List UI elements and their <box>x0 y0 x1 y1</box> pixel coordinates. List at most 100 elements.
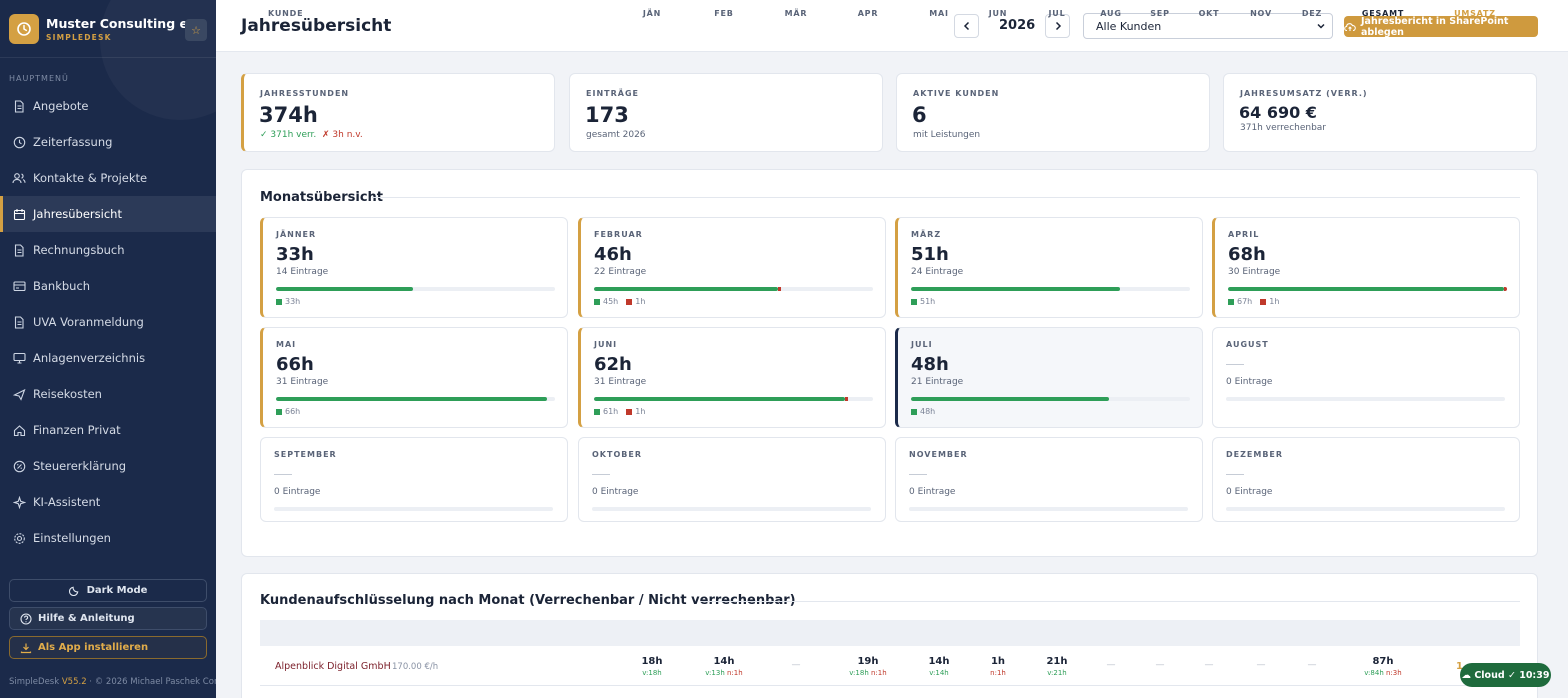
column-header[interactable]: MAI <box>929 9 949 18</box>
sidebar-item-finanzen-privat[interactable]: Finanzen Privat <box>0 412 216 448</box>
month-card[interactable]: AUGUST 0 Eintrage <box>1212 327 1520 428</box>
cell-empty: — <box>791 660 801 670</box>
month-name: JULI <box>911 340 933 349</box>
next-year-button[interactable] <box>1045 14 1070 38</box>
month-card[interactable]: MÄRZ 51h 24 Eintrage 51h <box>895 217 1203 318</box>
month-card[interactable]: FEBRUAR 46h 22 Eintrage 45h 1h <box>578 217 886 318</box>
sharepoint-report-button[interactable]: Jahresbericht in SharePoint ablegen <box>1344 16 1538 38</box>
column-header[interactable]: GESAMT <box>1361 9 1405 18</box>
column-header[interactable]: MÄR <box>784 9 808 18</box>
stat-sub: mit Leistungen <box>913 130 981 140</box>
column-header[interactable]: DEZ <box>1301 9 1323 18</box>
month-cell: — <box>1135 656 1185 670</box>
nonbillable-hours: 1h <box>635 407 646 416</box>
dark-mode-button[interactable]: Dark Mode <box>9 579 207 602</box>
sidebar-item-uva-voranmeldung[interactable]: UVA Voranmeldung <box>0 304 216 340</box>
column-header[interactable]: OKT <box>1198 9 1220 18</box>
month-name: FEBRUAR <box>594 230 643 239</box>
month-entries: 0 Eintrage <box>274 487 321 497</box>
install-app-button[interactable]: Als App installieren <box>9 636 207 659</box>
stat-card-entries: EINTRÄGE 173 gesamt 2026 <box>569 73 883 152</box>
sidebar-item-label: Anlagenverzeichnis <box>33 351 146 365</box>
star-icon[interactable]: ☆ <box>185 19 207 41</box>
sidebar-item-rechnungsbuch[interactable]: Rechnungsbuch <box>0 232 216 268</box>
clock-logo-icon <box>9 14 39 44</box>
column-header[interactable]: NOV <box>1250 9 1272 18</box>
billable-fill <box>276 397 547 401</box>
help-button[interactable]: Hilfe & Anleitung <box>9 607 207 630</box>
cell-billable: v:18h <box>642 669 662 677</box>
gear-icon <box>12 531 26 545</box>
moon-icon <box>69 585 81 597</box>
month-card[interactable]: JÄNNER 33h 14 Eintrage 33h <box>260 217 568 318</box>
monthly-overview-title: Monatsübersicht <box>260 190 384 205</box>
cell-hours: 14h <box>713 656 735 667</box>
column-header[interactable]: AUG <box>1100 9 1122 18</box>
column-header[interactable]: UMSATZ <box>1454 9 1496 18</box>
month-entries: 31 Eintrage <box>594 377 647 387</box>
month-card[interactable]: JUNI 62h 31 Eintrage 61h 1h <box>578 327 886 428</box>
month-card[interactable]: JULI 48h 21 Eintrage 48h <box>895 327 1203 428</box>
column-header[interactable]: SEP <box>1150 9 1170 18</box>
panel-divider <box>700 601 1520 602</box>
document-icon <box>12 315 26 329</box>
month-entries: 31 Eintrage <box>276 377 329 387</box>
month-card[interactable]: APRIL 68h 30 Eintrage 67h 1h <box>1212 217 1520 318</box>
sidebar-item-reisekosten[interactable]: Reisekosten <box>0 376 216 412</box>
stat-sub: gesamt 2026 <box>586 130 646 140</box>
month-name: JÄNNER <box>276 230 317 239</box>
month-cell: 1h n:1h <box>973 656 1023 677</box>
users-icon <box>12 171 26 185</box>
cell-split: v:14h <box>914 669 964 677</box>
month-entries: 0 Eintrage <box>592 487 639 497</box>
sidebar-item-einstellungen[interactable]: Einstellungen <box>0 520 216 556</box>
month-cell: 14h v:13h n:1h <box>699 656 749 677</box>
plane-icon <box>12 387 26 401</box>
month-card[interactable]: OKTOBER 0 Eintrage <box>578 437 886 522</box>
sidebar-item-angebote[interactable]: Angebote <box>0 88 216 124</box>
column-header[interactable]: KUNDE <box>268 9 304 18</box>
month-card[interactable]: DEZEMBER 0 Eintrage <box>1212 437 1520 522</box>
sidebar-item-jahresübersicht[interactable]: Jahresübersicht <box>0 196 216 232</box>
month-progress-bar <box>1228 287 1507 291</box>
month-legend: 67h 1h <box>1228 297 1279 306</box>
table-header <box>260 620 1520 646</box>
total-billable: v:84h <box>1364 669 1384 677</box>
customer-name[interactable]: Alpenblick Digital GmbH <box>275 661 391 672</box>
sidebar-item-ki-assistent[interactable]: KI-Assistent <box>0 484 216 520</box>
month-hours: 66h <box>276 354 314 375</box>
month-progress-bar <box>911 287 1190 291</box>
column-header[interactable]: FEB <box>714 9 734 18</box>
chevron-left-icon <box>963 21 969 31</box>
cell-billable: v:21h <box>1047 669 1067 677</box>
month-no-hours <box>274 474 292 475</box>
cell-billable: v:18h <box>849 669 869 677</box>
customer-filter-select[interactable]: Alle Kunden <box>1083 13 1333 39</box>
month-name: APRIL <box>1228 230 1260 239</box>
sidebar-item-zeiterfassung[interactable]: Zeiterfassung <box>0 124 216 160</box>
month-cell: 19h v:18h n:1h <box>843 656 893 677</box>
column-header[interactable]: JÄN <box>642 9 662 18</box>
sidebar-item-anlagenverzeichnis[interactable]: Anlagenverzeichnis <box>0 340 216 376</box>
month-hours: 33h <box>276 244 314 265</box>
month-no-hours <box>1226 474 1244 475</box>
month-name: OKTOBER <box>592 450 642 459</box>
cell-hours: 1h <box>990 656 1006 667</box>
previous-year-button[interactable] <box>954 14 979 38</box>
month-card[interactable]: NOVEMBER 0 Eintrage <box>895 437 1203 522</box>
sidebar-item-kontakte-projekte[interactable]: Kontakte & Projekte <box>0 160 216 196</box>
brand: Muster Consulting e.U SIMPLEDESK ☆ <box>9 14 209 46</box>
sidebar-item-steuererklärung[interactable]: Steuererklärung <box>0 448 216 484</box>
cloud-sync-status[interactable]: ☁ Cloud ✓ 10:39 <box>1460 663 1551 687</box>
column-header[interactable]: JUN <box>988 9 1008 18</box>
cell-split: n:1h <box>973 669 1023 677</box>
column-header[interactable]: APR <box>857 9 879 18</box>
sidebar-item-bankbuch[interactable]: Bankbuch <box>0 268 216 304</box>
customer-filter-value: Alle Kunden <box>1096 19 1162 33</box>
month-no-hours <box>592 474 610 475</box>
month-card[interactable]: SEPTEMBER 0 Eintrage <box>260 437 568 522</box>
column-header[interactable]: JUL <box>1048 9 1066 18</box>
month-card[interactable]: MAI 66h 31 Eintrage 66h <box>260 327 568 428</box>
monitor-icon <box>12 351 26 365</box>
nonbillable-legend-marker <box>1260 298 1267 305</box>
